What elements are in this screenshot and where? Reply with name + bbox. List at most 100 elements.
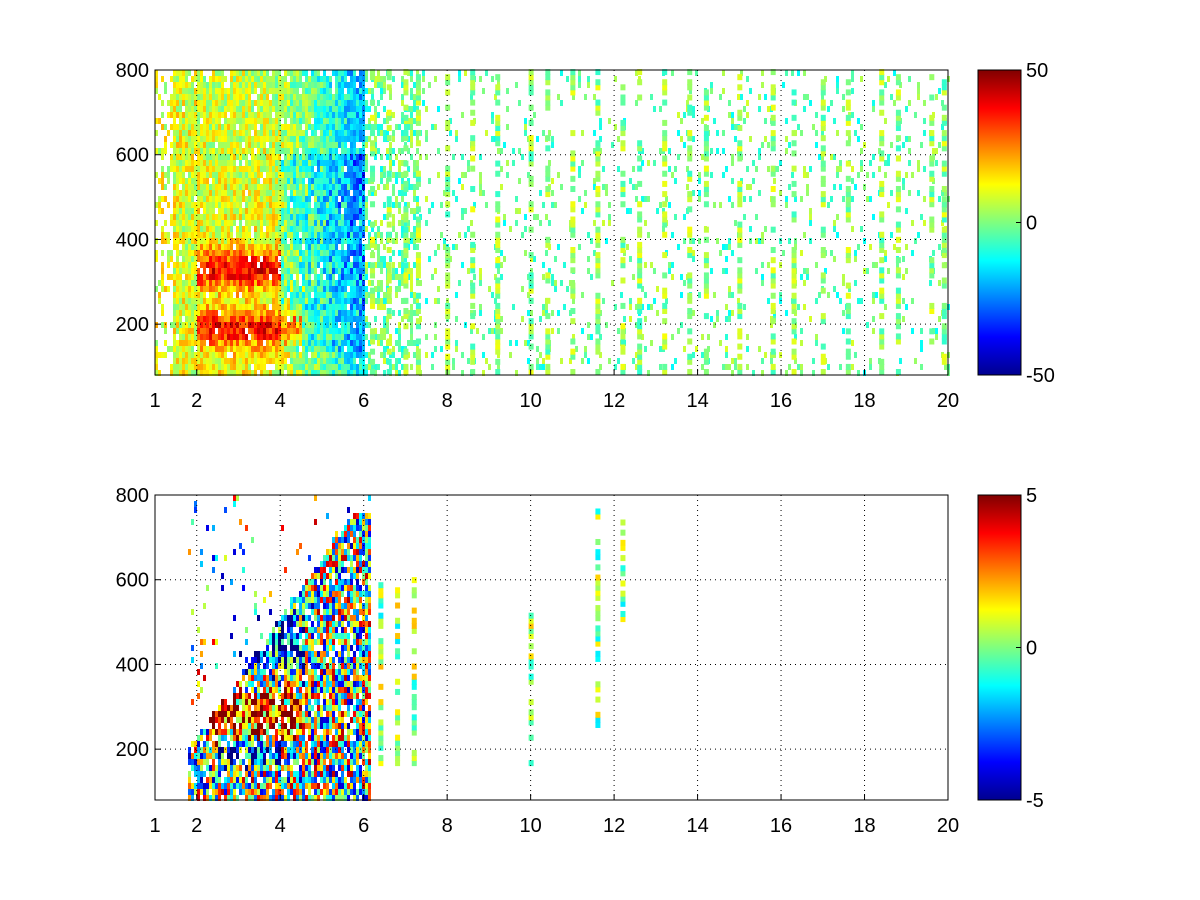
- heatmap-cell: [206, 232, 209, 238]
- heatmap-cell: [305, 184, 308, 190]
- heatmap-cell: [200, 304, 203, 310]
- heatmap-cell: [212, 286, 215, 292]
- heatmap-cell: [359, 328, 362, 334]
- heatmap-cell: [365, 370, 368, 376]
- heatmap-cell: [815, 262, 818, 268]
- heatmap-cell: [245, 292, 248, 298]
- heatmap-cell: [224, 262, 227, 268]
- heatmap-cell: [155, 358, 158, 364]
- heatmap-cell: [749, 238, 752, 244]
- heatmap-cell: [935, 94, 938, 100]
- heatmap-cell: [191, 178, 194, 184]
- heatmap-cell: [323, 268, 326, 274]
- heatmap-cell: [353, 334, 356, 340]
- heatmap-cell: [224, 208, 227, 214]
- heatmap-cell: [386, 287, 392, 294]
- heatmap-cell: [506, 172, 509, 178]
- heatmap-cell: [809, 220, 812, 226]
- heatmap-cell: [341, 244, 344, 250]
- heatmap-cell: [344, 112, 347, 118]
- heatmap-cell: [335, 286, 338, 292]
- heatmap-cell: [281, 190, 284, 196]
- heatmap-cell: [296, 70, 299, 76]
- heatmap-cell: [275, 112, 278, 118]
- heatmap-cell: [215, 76, 218, 82]
- heatmap-cell: [245, 250, 248, 256]
- heatmap-cell: [239, 322, 242, 328]
- heatmap-cell: [224, 274, 227, 280]
- heatmap-cell: [374, 124, 377, 130]
- heatmap-cell: [290, 112, 293, 118]
- heatmap-cell: [263, 334, 266, 340]
- heatmap-cell: [191, 334, 194, 340]
- heatmap-cell: [284, 226, 287, 232]
- heatmap-cell: [188, 262, 191, 268]
- heatmap-cell: [209, 142, 212, 148]
- heatmap-cell: [803, 280, 806, 286]
- heatmap-cell: [233, 106, 236, 112]
- heatmap-cell: [398, 190, 401, 196]
- heatmap-cell: [668, 148, 671, 154]
- heatmap-cell: [242, 208, 245, 214]
- heatmap-cell: [398, 340, 401, 346]
- heatmap-cell: [308, 166, 311, 172]
- heatmap-cell: [206, 226, 209, 232]
- heatmap-cell: [512, 160, 515, 166]
- heatmap-cell: [326, 292, 329, 298]
- heatmap-cell: [308, 364, 311, 370]
- heatmap-cell: [212, 112, 215, 118]
- heatmap-cell: [161, 322, 164, 328]
- heatmap-cell: [245, 148, 248, 154]
- heatmap-cell: [595, 323, 601, 330]
- heatmap-cell: [260, 298, 263, 304]
- heatmap-cell: [272, 142, 275, 148]
- heatmap-cell: [479, 310, 482, 316]
- heatmap-cell: [230, 112, 233, 118]
- heatmap-cell: [671, 172, 674, 178]
- heatmap-cell: [809, 214, 812, 220]
- heatmap-cell: [824, 76, 827, 82]
- heatmap-cell: [392, 190, 395, 196]
- heatmap-cell: [722, 244, 725, 250]
- heatmap-cell: [659, 346, 662, 352]
- heatmap-cell: [245, 136, 248, 142]
- heatmap-cell: [194, 112, 197, 118]
- heatmap-cell: [173, 226, 176, 232]
- heatmap-cell: [341, 304, 344, 310]
- heatmap-cell: [401, 316, 404, 322]
- heatmap-cell: [218, 268, 221, 274]
- heatmap-cell: [323, 166, 326, 172]
- heatmap-cell: [629, 208, 632, 214]
- heatmap-cell: [266, 166, 269, 172]
- heatmap-cell: [200, 346, 203, 352]
- heatmap-cell: [353, 166, 356, 172]
- heatmap-cell: [263, 76, 266, 82]
- heatmap-cell: [356, 328, 359, 334]
- heatmap-cell: [595, 206, 601, 213]
- heatmap-cell: [263, 316, 266, 322]
- heatmap-cell: [302, 358, 305, 364]
- heatmap-cell: [581, 130, 584, 136]
- heatmap-cell: [368, 238, 371, 244]
- heatmap-cell: [224, 112, 227, 118]
- heatmap-cell: [239, 226, 242, 232]
- heatmap-cell: [263, 118, 266, 124]
- heatmap-cell: [788, 142, 791, 148]
- heatmap-cell: [179, 238, 182, 244]
- heatmap-cell: [218, 112, 221, 118]
- heatmap-cell: [359, 274, 362, 280]
- heatmap-cell: [368, 244, 371, 250]
- heatmap-cell: [656, 286, 659, 292]
- heatmap-cell: [800, 328, 803, 334]
- heatmap-cell: [570, 282, 576, 289]
- heatmap-cell: [716, 130, 719, 136]
- heatmap-cell: [779, 352, 782, 358]
- heatmap-cell: [353, 70, 356, 76]
- heatmap-cell: [194, 214, 197, 220]
- heatmap-cell: [782, 250, 785, 256]
- heatmap-cell: [320, 82, 323, 88]
- heatmap-cell: [206, 148, 209, 154]
- heatmap-cell: [368, 352, 371, 358]
- heatmap-cell: [269, 154, 272, 160]
- heatmap-cell: [299, 142, 302, 148]
